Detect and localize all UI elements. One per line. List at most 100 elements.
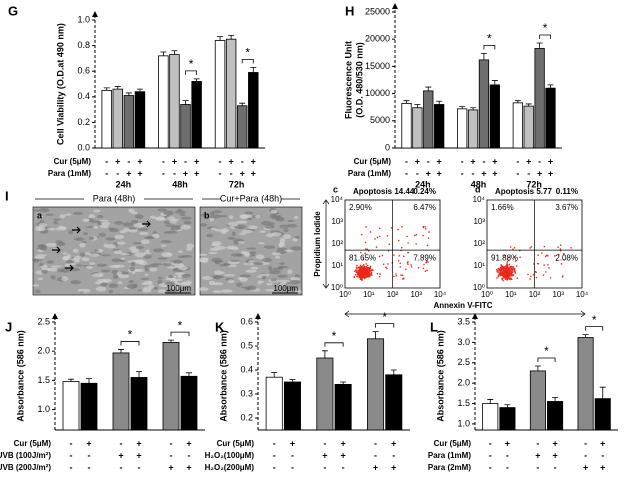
cell (181, 273, 191, 278)
error-bar (487, 399, 494, 404)
event-dot (407, 263, 409, 266)
bar (523, 105, 534, 149)
panel-letter: L (430, 319, 438, 334)
treatment-sign: - (219, 168, 222, 178)
bar (478, 59, 490, 149)
micrograph-title: Cur+Para (48h) (220, 193, 282, 203)
cell (227, 236, 236, 240)
cell (157, 208, 168, 212)
cell (164, 289, 177, 294)
event-dot (507, 259, 510, 262)
cell (243, 262, 255, 266)
cell (32, 209, 41, 212)
cell (134, 268, 146, 273)
event-dot (497, 271, 499, 274)
y-tick-label: 0.2 (77, 117, 90, 127)
cell (208, 280, 215, 286)
treatment-sign: - (120, 462, 123, 472)
cell (238, 232, 247, 236)
cell (268, 269, 281, 275)
treatment-sign: - (461, 168, 464, 178)
error-bar (514, 100, 521, 103)
treatment-sign: - (489, 450, 492, 460)
event-dot (358, 271, 361, 273)
cell (169, 219, 178, 224)
y-tick-label: 1.0 (457, 418, 470, 428)
event-dot (378, 235, 381, 238)
cell (120, 252, 130, 256)
cell (74, 237, 85, 241)
plot-letter: c (333, 184, 338, 194)
cell (228, 215, 234, 220)
event-dot (367, 274, 370, 277)
bar (225, 38, 237, 149)
treatment-sign: + (136, 438, 141, 448)
cell (270, 278, 278, 282)
x-tick-label: 10¹ (505, 290, 517, 299)
cell (100, 282, 108, 287)
treatment-sign: + (373, 462, 378, 472)
cell (233, 225, 244, 229)
y-tick-label: 10³ (331, 217, 343, 226)
cell (264, 288, 276, 292)
error-bar (86, 378, 92, 384)
quadrant-label: 91.88% (491, 253, 518, 262)
cell (162, 262, 172, 266)
cell (72, 211, 84, 216)
cell (276, 247, 288, 251)
event-dot (510, 277, 512, 280)
cell (283, 227, 289, 233)
cell (214, 274, 222, 280)
event-dot (410, 264, 412, 266)
event-dot (497, 275, 500, 277)
cell (161, 252, 173, 258)
scale-label: 100μm (166, 284, 191, 293)
error-bar (171, 50, 178, 55)
treatment-sign: - (461, 156, 464, 166)
bar (534, 48, 545, 149)
treatment-sign: - (170, 450, 173, 460)
y-tick-label: 0.4 (240, 364, 253, 374)
x-tick-label: 72h (526, 179, 542, 189)
error-bar (160, 51, 167, 56)
cell (120, 257, 126, 260)
event-dot (543, 245, 546, 248)
cell (114, 234, 125, 240)
bar (180, 375, 198, 431)
y-tick-label: 1.5 (457, 398, 470, 408)
y-tick-label: 2.5 (37, 316, 50, 326)
cell (160, 244, 167, 247)
cell (134, 252, 146, 258)
event-dot (368, 275, 371, 278)
event-dot (366, 273, 368, 275)
treatment-sign: - (374, 450, 377, 460)
significance-mark: * (178, 318, 183, 332)
treatment-sign: - (427, 156, 430, 166)
bar (62, 381, 80, 431)
cell (209, 214, 222, 219)
pointer-arrow (65, 264, 74, 272)
cell (50, 265, 62, 268)
cell (83, 232, 88, 236)
treatment-sign: + (194, 168, 199, 178)
cell (139, 225, 144, 228)
event-dot (360, 274, 363, 276)
event-dot (357, 270, 359, 272)
cell (137, 289, 144, 292)
error-bar (103, 87, 110, 91)
event-dot (500, 273, 502, 276)
event-dot (362, 273, 364, 276)
y-tick-label: 10² (331, 239, 343, 248)
cell (163, 231, 171, 234)
event-dot (506, 269, 509, 272)
cell (84, 225, 94, 229)
cell (236, 282, 243, 287)
event-dot (398, 260, 400, 262)
cell (88, 214, 96, 219)
y-axis-label: (O.D. 480/530 nm) (354, 42, 364, 118)
cell (55, 240, 63, 244)
event-dot (548, 267, 550, 269)
event-dot (399, 262, 402, 265)
error-bar (321, 350, 328, 358)
cell (200, 213, 209, 218)
